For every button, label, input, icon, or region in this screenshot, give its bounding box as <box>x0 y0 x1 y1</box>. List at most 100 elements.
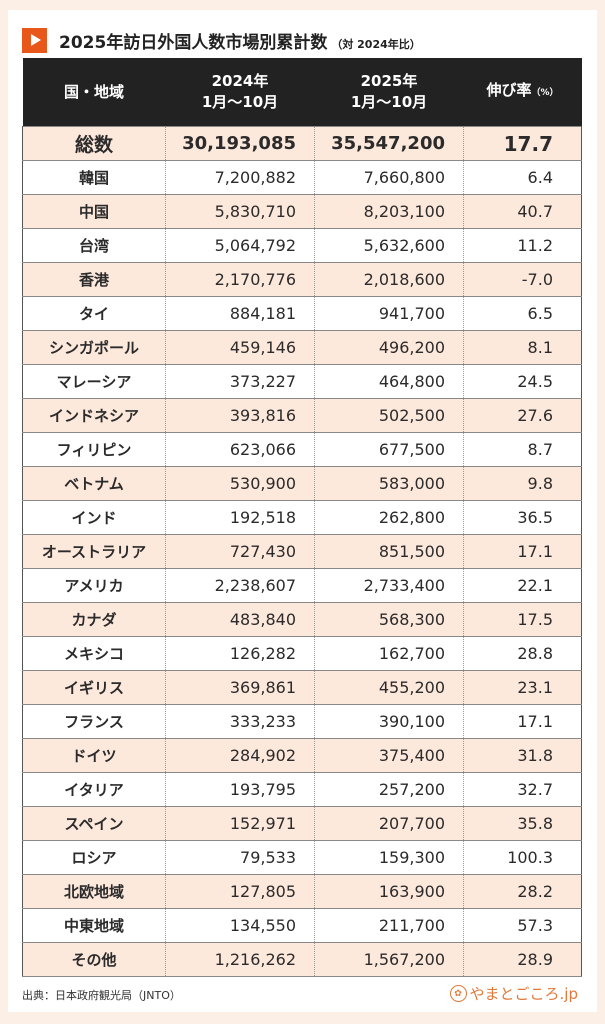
table-cell-2025: 375,400 <box>314 738 464 773</box>
table-cell-2024: 2,170,776 <box>165 262 315 297</box>
title-row: 2025年訪日外国人数市場別累計数 （対 2024年比） <box>22 25 421 55</box>
page-title: 2025年訪日外国人数市場別累計数 （対 2024年比） <box>59 28 421 53</box>
table-header: 国・地域 2024年 1月～10月 2025年 1月～10月 伸び率（%） <box>22 58 582 127</box>
header-region: 国・地域 <box>22 58 166 127</box>
table-cell-growth: 17.7 <box>463 126 582 161</box>
table-cell-region: フランス <box>22 704 166 739</box>
table-cell-region: カナダ <box>22 602 166 637</box>
table-cell-growth: 23.1 <box>463 670 582 705</box>
table-cell-2025: 35,547,200 <box>314 126 464 161</box>
table-cell-2024: 884,181 <box>165 296 315 331</box>
table-cell-region: マレーシア <box>22 364 166 399</box>
table-cell-2025: 2,733,400 <box>314 568 464 603</box>
table-cell-region: 総数 <box>22 126 166 161</box>
table-cell-2025: 159,300 <box>314 840 464 875</box>
table-cell-2024: 623,066 <box>165 432 315 467</box>
table-cell-region: その他 <box>22 942 166 977</box>
table-cell-growth: 28.2 <box>463 874 582 909</box>
table-cell-2024: 127,805 <box>165 874 315 909</box>
table-cell-region: ロシア <box>22 840 166 875</box>
table-cell-growth: 11.2 <box>463 228 582 263</box>
table-row: イギリス 369,861 455,200 23.1 <box>22 670 582 705</box>
table-cell-2025: 677,500 <box>314 432 464 467</box>
table-cell-region: シンガポール <box>22 330 166 365</box>
header-2024-year: 2024年 <box>211 72 269 90</box>
table-cell-region: ベトナム <box>22 466 166 501</box>
table-cell-region: インド <box>22 500 166 535</box>
table-cell-2025: 502,500 <box>314 398 464 433</box>
table-cell-region: イギリス <box>22 670 166 705</box>
table-cell-2024: 483,840 <box>165 602 315 637</box>
table-cell-growth: 40.7 <box>463 194 582 229</box>
table-cell-2025: 464,800 <box>314 364 464 399</box>
table-cell-2025: 262,800 <box>314 500 464 535</box>
table-row: フィリピン 623,066 677,500 8.7 <box>22 432 582 467</box>
table-cell-2024: 373,227 <box>165 364 315 399</box>
header-2025-year: 2025年 <box>360 72 418 90</box>
table-cell-region: イタリア <box>22 772 166 807</box>
header-2025: 2025年 1月～10月 <box>314 58 464 127</box>
table-cell-growth: 17.1 <box>463 704 582 739</box>
table-cell-2024: 30,193,085 <box>165 126 315 161</box>
table-cell-region: 韓国 <box>22 160 166 195</box>
table-cell-growth: -7.0 <box>463 262 582 297</box>
table-row: カナダ 483,840 568,300 17.5 <box>22 602 582 637</box>
title-text: 2025年訪日外国人数市場別累計数 <box>59 32 328 53</box>
table-cell-growth: 28.8 <box>463 636 582 671</box>
table-cell-2024: 333,233 <box>165 704 315 739</box>
table-cell-2025: 851,500 <box>314 534 464 569</box>
table-cell-region: メキシコ <box>22 636 166 671</box>
table-cell-2025: 8,203,100 <box>314 194 464 229</box>
table-cell-2025: 1,567,200 <box>314 942 464 977</box>
table-cell-region: 香港 <box>22 262 166 297</box>
play-icon <box>22 27 47 53</box>
table-row: ロシア 79,533 159,300 100.3 <box>22 840 582 875</box>
table-cell-2025: 583,000 <box>314 466 464 501</box>
table-cell-region: 北欧地域 <box>22 874 166 909</box>
table-cell-2024: 369,861 <box>165 670 315 705</box>
table-cell-2025: 211,700 <box>314 908 464 943</box>
table-cell-2025: 7,660,800 <box>314 160 464 195</box>
table-cell-2025: 496,200 <box>314 330 464 365</box>
table-cell-2024: 79,533 <box>165 840 315 875</box>
table-cell-2024: 459,146 <box>165 330 315 365</box>
table-row: フランス 333,233 390,100 17.1 <box>22 704 582 739</box>
table-cell-2025: 257,200 <box>314 772 464 807</box>
table-cell-2024: 192,518 <box>165 500 315 535</box>
table-cell-growth: 32.7 <box>463 772 582 807</box>
header-growth: 伸び率（%） <box>463 58 582 127</box>
table-row: 北欧地域 127,805 163,900 28.2 <box>22 874 582 909</box>
table-cell-2024: 284,902 <box>165 738 315 773</box>
table-row: マレーシア 373,227 464,800 24.5 <box>22 364 582 399</box>
table-cell-2025: 390,100 <box>314 704 464 739</box>
table-cell-region: 中国 <box>22 194 166 229</box>
header-2025-period: 1月～10月 <box>350 93 428 111</box>
logo-text: やまとごころ.jp <box>469 985 578 1003</box>
table-cell-growth: 22.1 <box>463 568 582 603</box>
table-row: アメリカ 2,238,607 2,733,400 22.1 <box>22 568 582 603</box>
table-cell-2024: 393,816 <box>165 398 315 433</box>
logo[interactable]: ✿ やまとごころ.jp <box>449 983 578 1004</box>
table-row: メキシコ 126,282 162,700 28.8 <box>22 636 582 671</box>
table-row: 台湾 5,064,792 5,632,600 11.2 <box>22 228 582 263</box>
table-cell-2025: 568,300 <box>314 602 464 637</box>
table-cell-growth: 24.5 <box>463 364 582 399</box>
table-cell-growth: 6.4 <box>463 160 582 195</box>
table-cell-2024: 2,238,607 <box>165 568 315 603</box>
table-cell-2025: 162,700 <box>314 636 464 671</box>
table-cell-growth: 28.9 <box>463 942 582 977</box>
table-cell-growth: 27.6 <box>463 398 582 433</box>
header-2024: 2024年 1月～10月 <box>165 58 315 127</box>
table-cell-growth: 35.8 <box>463 806 582 841</box>
table-row: 中国 5,830,710 8,203,100 40.7 <box>22 194 582 229</box>
table-cell-region: アメリカ <box>22 568 166 603</box>
table-cell-2024: 193,795 <box>165 772 315 807</box>
table-cell-region: 中東地域 <box>22 908 166 943</box>
table-cell-growth: 17.5 <box>463 602 582 637</box>
table-cell-growth: 9.8 <box>463 466 582 501</box>
table-cell-2025: 455,200 <box>314 670 464 705</box>
table-cell-growth: 17.1 <box>463 534 582 569</box>
table-cell-2024: 134,550 <box>165 908 315 943</box>
table-row: ドイツ 284,902 375,400 31.8 <box>22 738 582 773</box>
table-cell-growth: 57.3 <box>463 908 582 943</box>
